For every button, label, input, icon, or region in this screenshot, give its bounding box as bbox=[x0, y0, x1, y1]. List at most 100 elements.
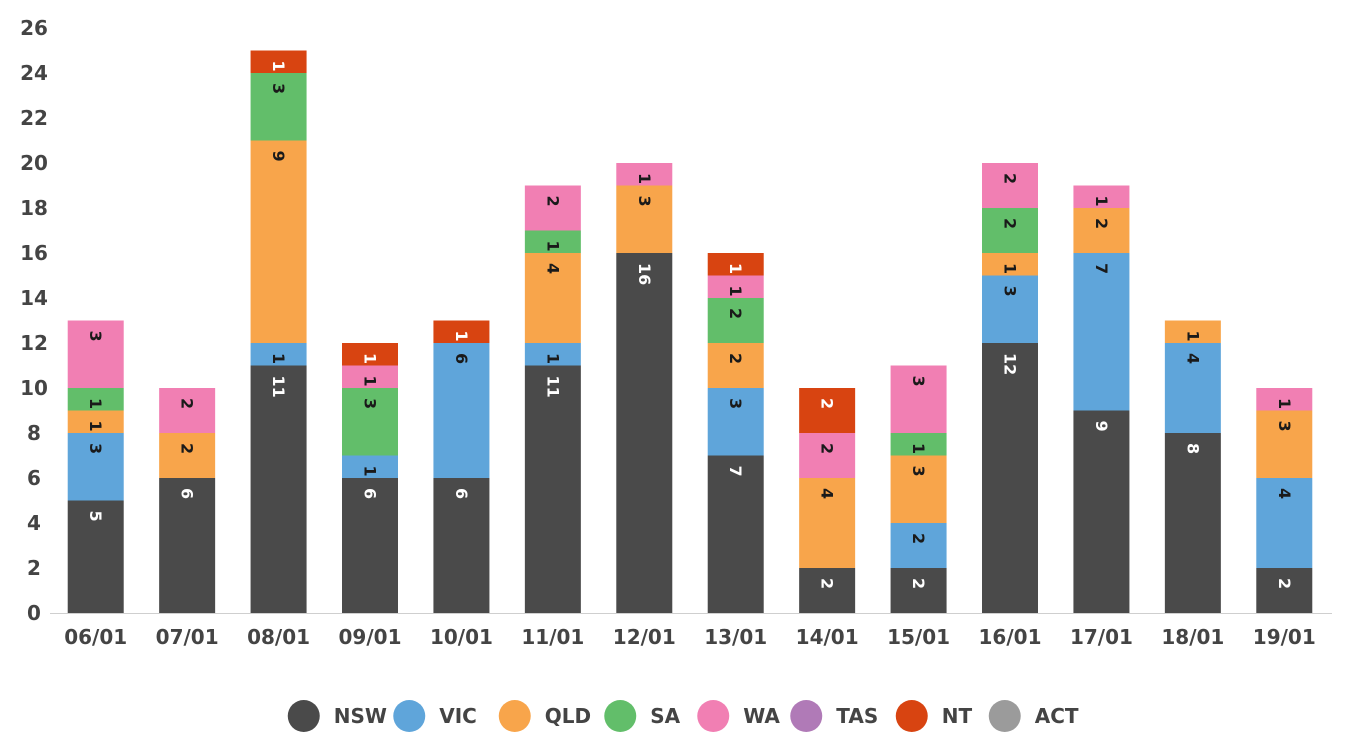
bar-segment[interactable] bbox=[890, 568, 947, 613]
bar-segment[interactable] bbox=[707, 298, 764, 343]
bar-segment[interactable] bbox=[799, 568, 856, 613]
bar-segment[interactable] bbox=[799, 433, 856, 478]
legend-label: QLD bbox=[545, 704, 591, 728]
bar-segment[interactable] bbox=[982, 163, 1038, 208]
data-label: 4 bbox=[543, 263, 562, 274]
data-label: 3 bbox=[86, 443, 105, 454]
data-label: 9 bbox=[269, 151, 288, 162]
bar-segment[interactable] bbox=[1164, 343, 1221, 433]
bar-segment[interactable] bbox=[1073, 208, 1130, 253]
bar-segment[interactable] bbox=[159, 478, 216, 613]
data-label: 2 bbox=[818, 443, 837, 454]
bar-segment[interactable] bbox=[1256, 388, 1313, 411]
bar-segment[interactable] bbox=[1164, 320, 1221, 344]
y-tick-label: 6 bbox=[27, 466, 41, 490]
bar-segment[interactable] bbox=[890, 523, 947, 568]
legend: NSW VIC QLD SA WA TAS NT ACT bbox=[287, 700, 1079, 732]
bar-segment[interactable] bbox=[250, 50, 307, 74]
y-tick-label: 24 bbox=[20, 61, 48, 85]
data-label: 3 bbox=[909, 466, 928, 477]
bar-segment[interactable] bbox=[616, 253, 673, 613]
bar-segment[interactable] bbox=[67, 433, 124, 501]
bar-segment[interactable] bbox=[524, 253, 581, 343]
bar-segment[interactable] bbox=[67, 410, 124, 434]
bar-segment[interactable] bbox=[616, 163, 673, 186]
data-label: 2 bbox=[726, 353, 745, 364]
bar-segment[interactable] bbox=[342, 365, 398, 389]
bar-segment[interactable] bbox=[524, 343, 581, 366]
data-label: 1 bbox=[635, 173, 654, 184]
data-label: 4 bbox=[1275, 488, 1294, 499]
bar-segment[interactable] bbox=[707, 253, 764, 276]
x-tick-label: 19/01 bbox=[1253, 625, 1316, 649]
bar-segment[interactable] bbox=[707, 343, 764, 388]
bar-segment[interactable] bbox=[1256, 410, 1313, 479]
bar-segment[interactable] bbox=[890, 455, 947, 524]
bar-segment[interactable] bbox=[342, 455, 398, 479]
y-tick-label: 2 bbox=[27, 556, 41, 580]
x-tick-label: 06/01 bbox=[64, 625, 127, 649]
bar-segment[interactable] bbox=[433, 320, 490, 344]
bar-segment[interactable] bbox=[433, 343, 490, 478]
bar-segment[interactable] bbox=[982, 208, 1038, 253]
legend-marker bbox=[988, 700, 1021, 732]
bar-segment[interactable] bbox=[982, 253, 1038, 276]
bar-segment[interactable] bbox=[982, 343, 1038, 613]
bar-segment[interactable] bbox=[1256, 478, 1313, 568]
data-label: 11 bbox=[269, 376, 288, 398]
x-tick-label: 12/01 bbox=[613, 625, 676, 649]
bar-segment[interactable] bbox=[250, 343, 307, 366]
bar-segment[interactable] bbox=[1256, 568, 1313, 613]
data-label: 2 bbox=[178, 443, 197, 454]
bar-segment[interactable] bbox=[67, 500, 124, 614]
bar-segment[interactable] bbox=[616, 185, 673, 254]
data-label: 1 bbox=[269, 61, 288, 72]
bar-segment[interactable] bbox=[1073, 253, 1130, 411]
bar-segment[interactable] bbox=[342, 343, 398, 366]
bar-segment[interactable] bbox=[524, 365, 581, 614]
bar-segment[interactable] bbox=[982, 275, 1038, 344]
data-label: 3 bbox=[909, 376, 928, 387]
data-label: 1 bbox=[86, 421, 105, 432]
legend-marker bbox=[287, 700, 320, 732]
x-tick-label: 14/01 bbox=[796, 625, 859, 649]
bar-segment[interactable] bbox=[159, 388, 216, 433]
data-label: 3 bbox=[269, 83, 288, 94]
data-label: 2 bbox=[909, 533, 928, 544]
bar-segment[interactable] bbox=[524, 185, 581, 231]
data-label: 1 bbox=[361, 376, 380, 387]
bar-segment[interactable] bbox=[1073, 410, 1130, 614]
bar-segment[interactable] bbox=[1164, 433, 1221, 613]
bars: 5311362211193161311661111412163173221124… bbox=[67, 50, 1313, 614]
y-tick-label: 22 bbox=[20, 106, 48, 130]
legend-marker bbox=[697, 700, 730, 732]
bar-segment[interactable] bbox=[799, 478, 856, 568]
bar-segment[interactable] bbox=[707, 275, 764, 299]
bar-segment[interactable] bbox=[890, 433, 947, 456]
y-tick-label: 26 bbox=[20, 16, 48, 40]
bar-segment[interactable] bbox=[524, 230, 581, 254]
data-label: 3 bbox=[1001, 286, 1020, 297]
bar-segment[interactable] bbox=[67, 388, 124, 411]
data-label: 2 bbox=[1001, 173, 1020, 184]
bar-segment[interactable] bbox=[67, 320, 124, 389]
bar-segment[interactable] bbox=[890, 365, 947, 434]
legend-marker bbox=[895, 700, 928, 732]
bar-segment[interactable] bbox=[250, 365, 307, 614]
bar-segment[interactable] bbox=[433, 478, 490, 613]
bar-segment[interactable] bbox=[250, 73, 307, 141]
data-label: 2 bbox=[178, 398, 197, 409]
bar-segment[interactable] bbox=[707, 455, 764, 614]
data-label: 3 bbox=[86, 331, 105, 342]
bar-segment[interactable] bbox=[250, 140, 307, 344]
data-label: 8 bbox=[1183, 443, 1202, 454]
data-label: 3 bbox=[361, 398, 380, 409]
bar-segment[interactable] bbox=[799, 388, 856, 433]
bar-segment[interactable] bbox=[707, 388, 764, 456]
bar-segment[interactable] bbox=[1073, 185, 1130, 209]
legend-label: NT bbox=[942, 704, 973, 728]
data-label: 3 bbox=[635, 196, 654, 207]
bar-segment[interactable] bbox=[342, 388, 398, 456]
bar-segment[interactable] bbox=[342, 478, 398, 613]
bar-segment[interactable] bbox=[159, 433, 216, 478]
